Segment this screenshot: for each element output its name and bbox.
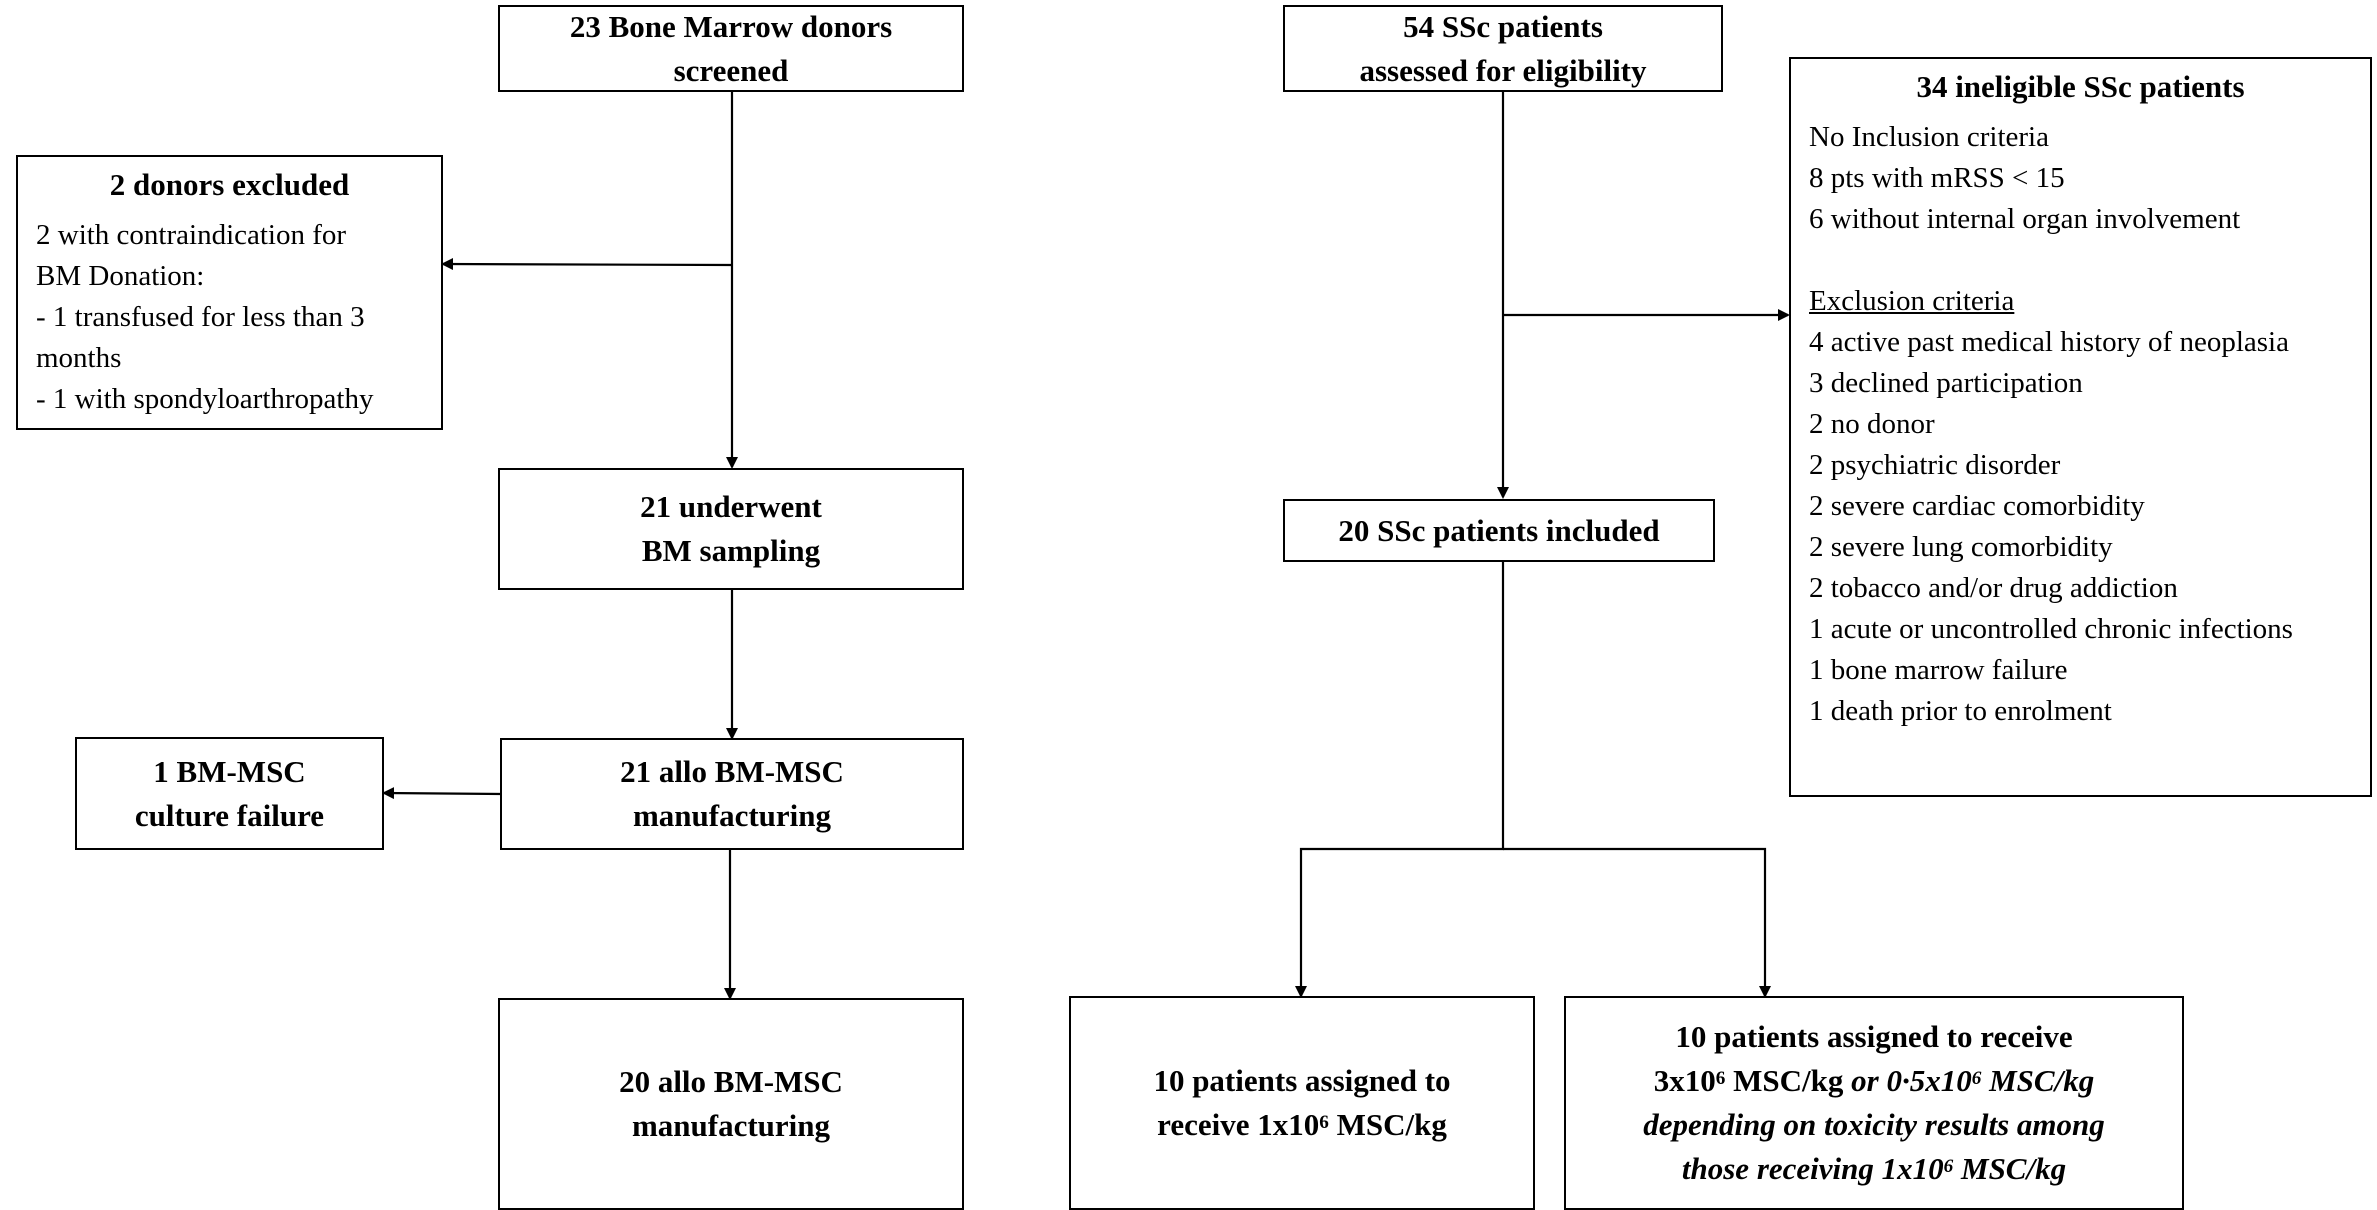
group-b-ref-exponent: 6 xyxy=(1943,1156,1954,1178)
donors-excluded-title: 2 donors excluded xyxy=(109,167,350,202)
excluded-line: - 1 transfused for less than 3 xyxy=(36,301,365,333)
group-b-ref-unit: MSC/kg xyxy=(1953,1151,2067,1186)
exclusion-item: 2 severe cardiac comorbidity xyxy=(1809,490,2145,522)
exclusion-item: 2 no donor xyxy=(1809,408,1935,440)
patients-included-box: 20 SSc patients included xyxy=(1283,499,1715,562)
inclusion-heading: No Inclusion criteria xyxy=(1809,121,2049,153)
manufacturing-21-line1: 21 allo BM-MSC xyxy=(620,754,844,789)
group-b-dose-exponent: 6 xyxy=(1715,1068,1726,1090)
inclusion-item: 8 pts with mRSS < 15 xyxy=(1809,162,2065,194)
excluded-line: 2 with contraindication for xyxy=(36,219,347,251)
spacer xyxy=(1809,240,2352,281)
group-a-box: 10 patients assigned to receive 1x106 MS… xyxy=(1069,996,1535,1210)
manufacturing-20-box: 20 allo BM-MSC manufacturing xyxy=(498,998,964,1210)
manufacturing-20-line1: 20 allo BM-MSC xyxy=(619,1064,843,1099)
excluded-line: BM Donation: xyxy=(36,260,205,292)
group-b-box: 10 patients assigned to receive 3x106 MS… xyxy=(1564,996,2184,1210)
manufacturing-21-box: 21 allo BM-MSC manufacturing xyxy=(500,738,964,850)
exclusion-item: 2 psychiatric disorder xyxy=(1809,449,2061,481)
donors-screened-line2: screened xyxy=(673,52,789,88)
culture-failure-box: 1 BM-MSC culture failure xyxy=(75,737,384,850)
exclusion-item: 1 bone marrow failure xyxy=(1809,654,2068,686)
culture-failure-line2: culture failure xyxy=(134,797,325,833)
exclusion-item: 1 acute or uncontrolled chronic infectio… xyxy=(1809,613,2293,645)
exclusion-item: 2 severe lung comorbidity xyxy=(1809,531,2113,563)
group-b-ref-text: those receiving 1x10 xyxy=(1681,1151,1944,1186)
manufacturing-20-line2: manufacturing xyxy=(631,1108,831,1143)
group-a-dose-text: receive 1x10 xyxy=(1157,1107,1320,1142)
ineligible-patients-box: 34 ineligible SSc patients No Inclusion … xyxy=(1789,57,2372,797)
manufacturing-21-line2: manufacturing xyxy=(632,798,832,833)
group-a-line2: receive 1x106 MSC/kg xyxy=(1157,1103,1447,1147)
group-b-dose-unit: MSC/kg xyxy=(1725,1063,1852,1098)
group-b-line1: 10 patients assigned to receive xyxy=(1675,1019,2073,1054)
patients-included-label: 20 SSc patients included xyxy=(1338,512,1660,548)
exclusion-item: 1 death prior to enrolment xyxy=(1809,695,2112,727)
patients-assessed-line1: 54 SSc patients xyxy=(1403,8,1603,44)
exclusion-item: 2 tobacco and/or drug addiction xyxy=(1809,572,2178,604)
patients-assessed-line2: assessed for eligibility xyxy=(1359,52,1647,88)
group-b-line2: 3x106 MSC/kg or 0·5x106 MSC/kg xyxy=(1654,1059,2094,1103)
group-b-alt-dose-unit: MSC/kg xyxy=(1981,1063,2095,1098)
group-a-dose-exponent: 6 xyxy=(1319,1112,1329,1134)
donors-screened-line1: 23 Bone Marrow donors xyxy=(569,8,893,44)
bm-sampling-line2: BM sampling xyxy=(641,533,821,568)
patients-assessed-box: 54 SSc patients assessed for eligibility xyxy=(1283,5,1723,92)
arrow-to-culture-failure xyxy=(382,787,503,800)
connector-included-to-groups xyxy=(1295,562,1505,998)
exclusion-heading: Exclusion criteria xyxy=(1809,285,2015,317)
group-b-alt-dose-exponent: 6 xyxy=(1971,1068,1982,1090)
donors-excluded-box: 2 donors excluded 2 with contraindicatio… xyxy=(16,155,443,430)
exclusion-item: 3 declined participation xyxy=(1809,367,2083,399)
group-a-dose-unit: MSC/kg xyxy=(1328,1107,1447,1142)
culture-failure-line1: 1 BM-MSC xyxy=(153,753,306,789)
donors-screened-box: 23 Bone Marrow donors screened xyxy=(498,5,964,92)
arrow-to-excluded xyxy=(441,258,733,271)
ineligible-title: 34 ineligible SSc patients xyxy=(1916,69,2245,104)
excluded-line: months xyxy=(36,342,122,374)
exclusion-item: 4 active past medical history of neoplas… xyxy=(1809,326,2289,358)
group-b-line4: those receiving 1x106 MSC/kg xyxy=(1682,1147,2066,1191)
group-b-alt-dose-text: or 0·5x10 xyxy=(1851,1063,1972,1098)
group-b-dose-text: 3x10 xyxy=(1653,1063,1716,1098)
excluded-line: - 1 with spondyloarthropathy xyxy=(36,383,374,415)
connector-to-group-b xyxy=(1503,847,1771,998)
bm-sampling-line1: 21 underwent xyxy=(640,489,822,524)
group-b-line3: depending on toxicity results among xyxy=(1643,1107,2105,1142)
inclusion-item: 6 without internal organ involvement xyxy=(1809,203,2241,235)
group-a-line1: 10 patients assigned to xyxy=(1153,1063,1451,1098)
bm-sampling-box: 21 underwent BM sampling xyxy=(498,468,964,590)
